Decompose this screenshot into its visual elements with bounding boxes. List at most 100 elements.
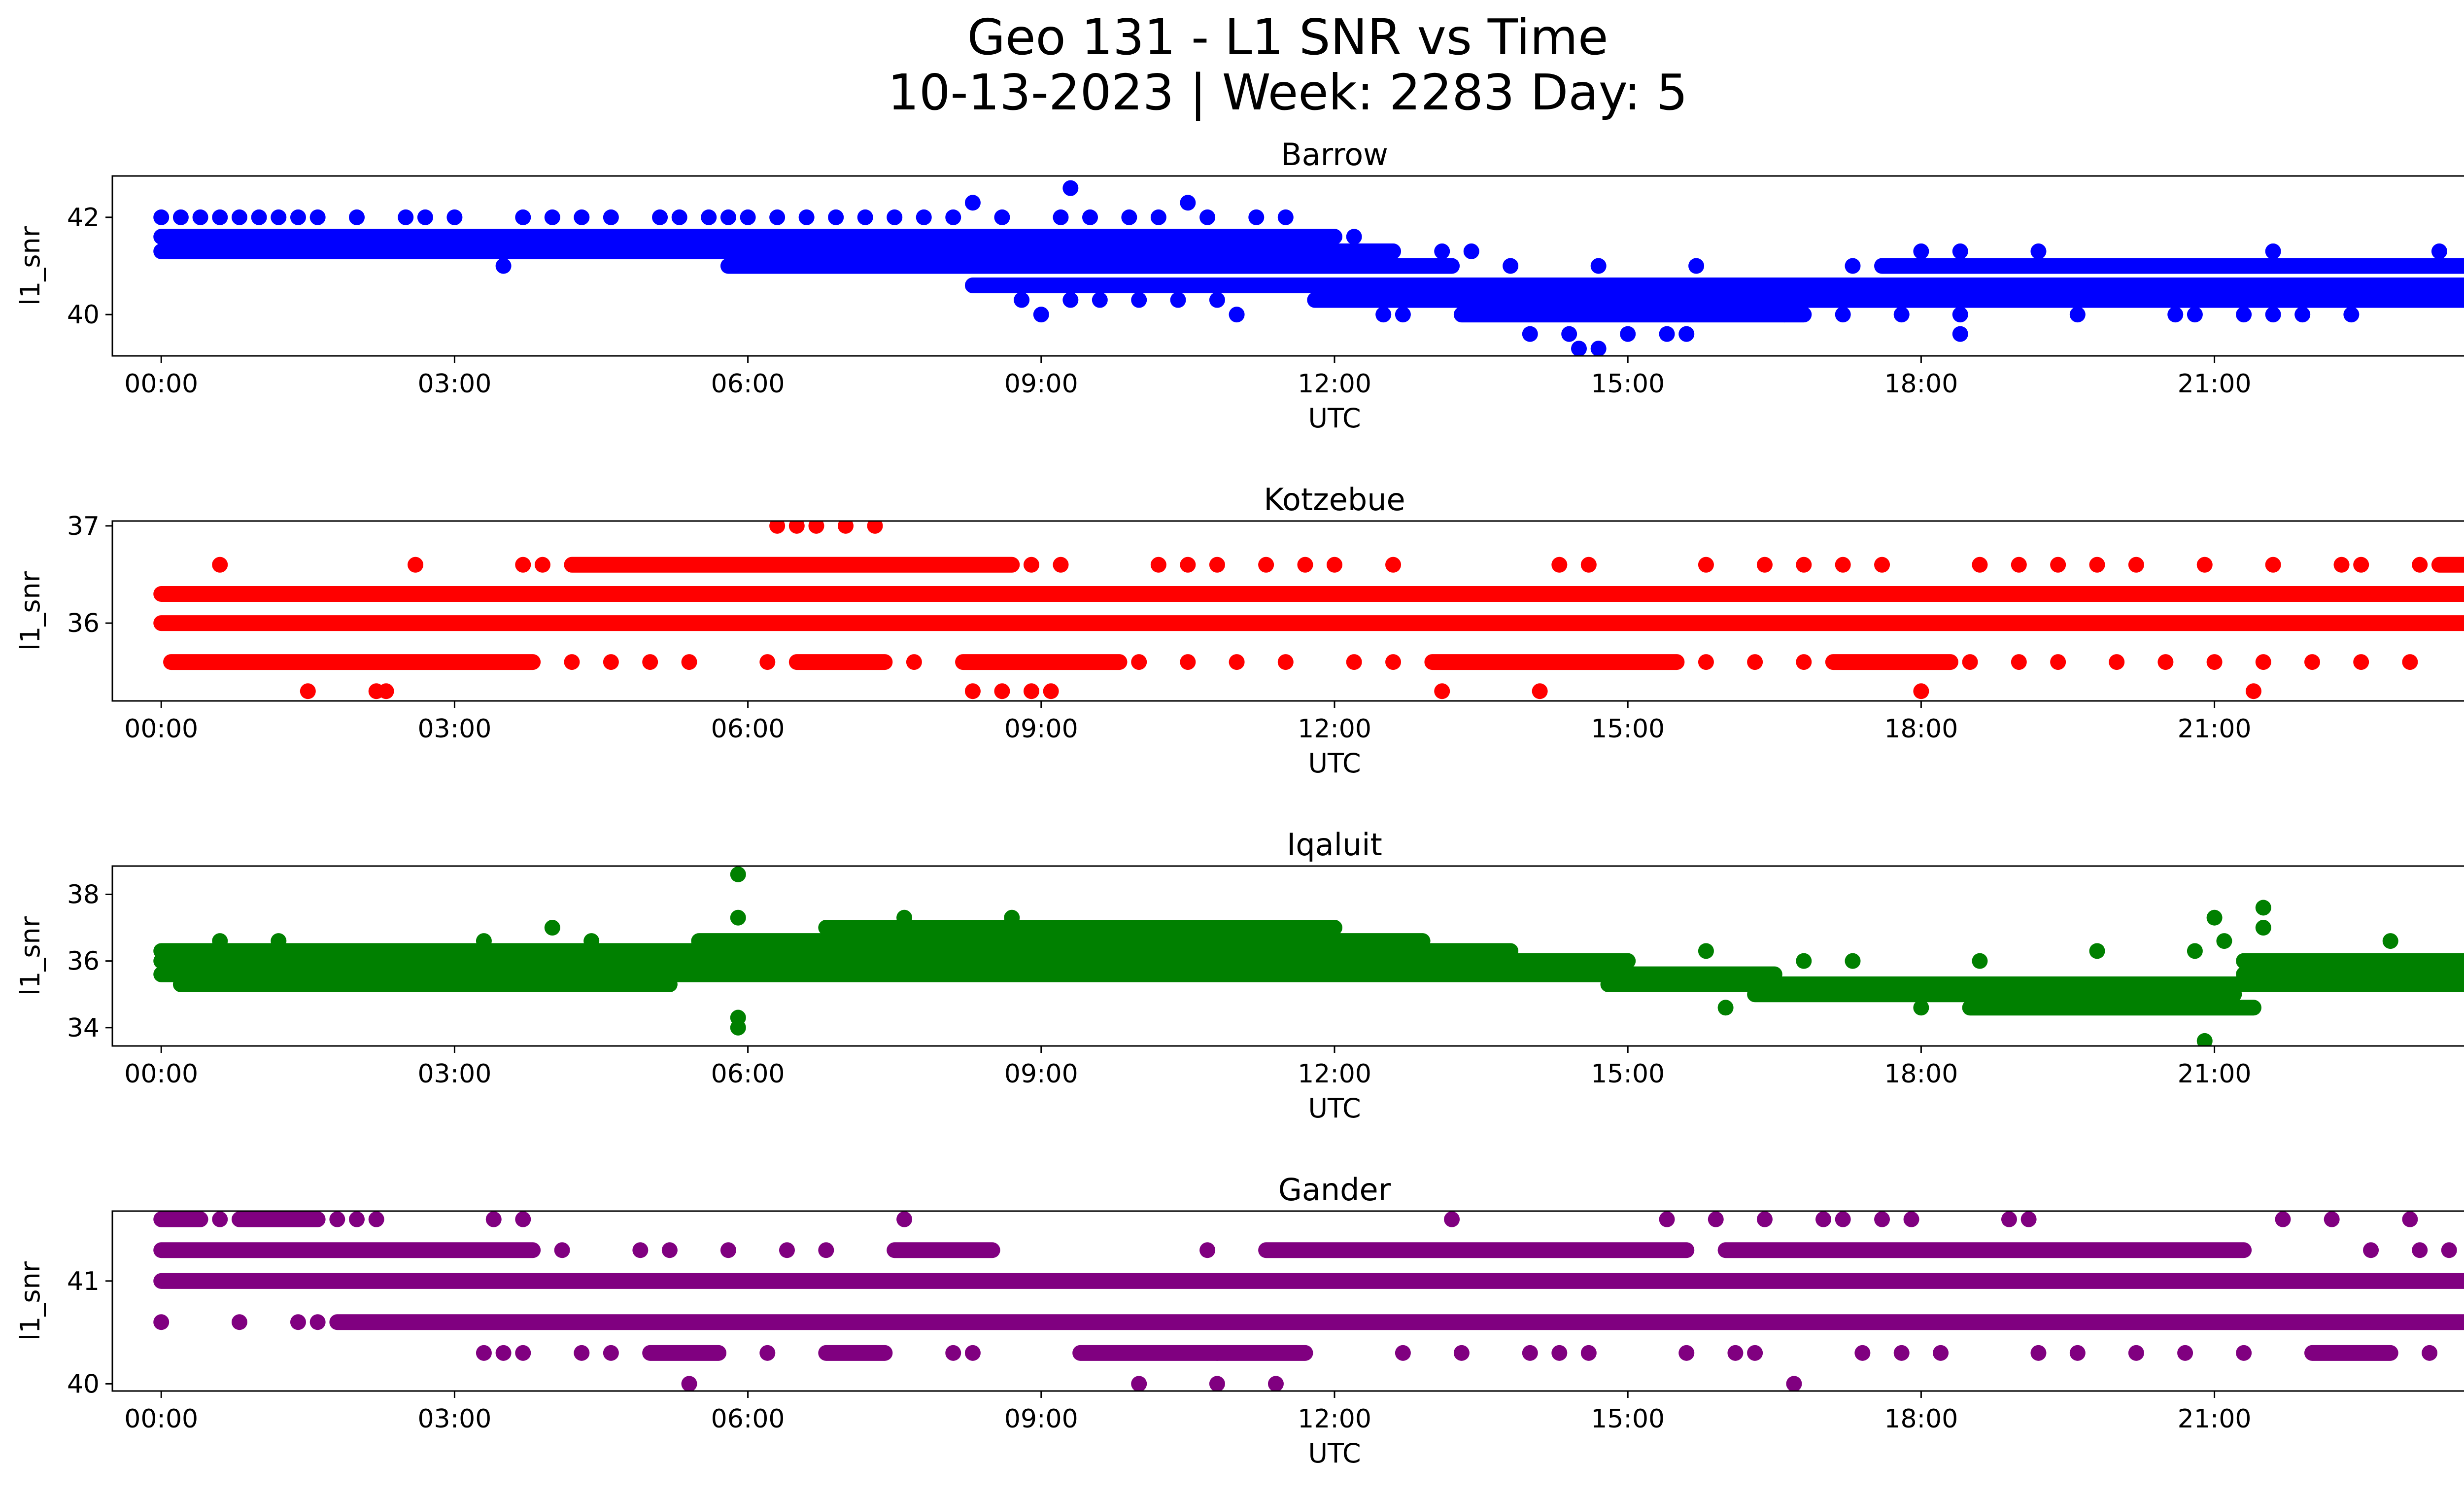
y-axis-label-kotzebue: l1_snr: [15, 571, 46, 651]
data-band-kotzebue-2: [163, 654, 541, 670]
data-point-kotzebue-68: [1434, 683, 1450, 699]
data-point-barrow-16: [603, 209, 619, 225]
x-tick-label-gander-2: 06:00: [711, 1404, 785, 1434]
data-point-kotzebue-18: [1835, 556, 1851, 573]
x-tick-label-kotzebue-5: 15:00: [1591, 714, 1665, 744]
data-point-gander-21: [2275, 1211, 2291, 1227]
data-point-barrow-43: [808, 258, 824, 274]
x-axis-label-kotzebue: UTC: [1308, 748, 1361, 779]
data-point-kotzebue-54: [2109, 654, 2125, 670]
data-point-gander-39: [574, 1345, 590, 1361]
data-point-gander-6: [349, 1211, 365, 1227]
data-band-gander-11: [153, 1211, 208, 1227]
data-point-iqaluit-24: [1972, 953, 1988, 969]
data-point-gander-63: [1209, 1376, 1225, 1391]
data-band-iqaluit-10: [2236, 966, 2464, 982]
data-point-barrow-30: [994, 209, 1010, 225]
data-point-kotzebue-47: [1385, 654, 1402, 670]
data-point-gander-7: [368, 1211, 384, 1227]
data-point-iqaluit-0: [730, 866, 746, 882]
data-point-gander-28: [720, 1242, 736, 1258]
data-point-iqaluit-20: [2382, 933, 2398, 949]
data-point-gander-10: [896, 1211, 913, 1227]
data-point-barrow-91: [2422, 292, 2438, 308]
data-point-barrow-70: [1395, 307, 1411, 323]
data-point-iqaluit-23: [1845, 953, 1861, 969]
data-band-kotzebue-1: [153, 586, 2464, 602]
data-point-kotzebue-29: [2412, 556, 2428, 573]
data-point-kotzebue-9: [1258, 556, 1274, 573]
data-point-barrow-71: [1522, 326, 1538, 342]
data-point-gander-16: [1835, 1211, 1851, 1227]
data-point-kotzebue-42: [1131, 654, 1147, 670]
data-point-iqaluit-15: [2255, 900, 2271, 916]
data-point-kotzebue-25: [2196, 556, 2213, 573]
data-point-barrow-24: [828, 209, 844, 225]
data-band-barrow-4: [964, 277, 1812, 293]
data-point-kotzebue-41: [906, 654, 922, 670]
data-point-barrow-35: [1150, 209, 1166, 225]
data-point-gander-43: [964, 1345, 981, 1361]
data-point-kotzebue-12: [1385, 556, 1402, 573]
data-point-gander-32: [2363, 1242, 2379, 1258]
data-point-barrow-29: [964, 195, 981, 211]
data-point-kotzebue-57: [2255, 654, 2271, 670]
data-point-gander-30: [818, 1242, 834, 1258]
data-point-barrow-19: [701, 209, 717, 225]
data-point-kotzebue-64: [964, 683, 981, 699]
data-point-kotzebue-34: [867, 521, 883, 534]
data-point-barrow-52: [1688, 258, 1705, 274]
x-tick-label-kotzebue-2: 06:00: [711, 714, 785, 744]
data-point-barrow-79: [1835, 307, 1851, 323]
data-point-iqaluit-22: [2187, 943, 2203, 959]
x-tick-label-barrow-1: 03:00: [417, 369, 491, 399]
data-point-barrow-72: [1561, 326, 1577, 342]
data-point-gander-58: [2177, 1345, 2193, 1361]
data-point-barrow-27: [916, 209, 932, 225]
data-point-barrow-14: [544, 209, 560, 225]
figure-title-line2: 10-13-2023 | Week: 2283 Day: 5: [888, 64, 1687, 121]
data-point-kotzebue-45: [1277, 654, 1294, 670]
data-point-gander-31: [1199, 1242, 1216, 1258]
data-point-kotzebue-37: [603, 654, 619, 670]
data-point-iqaluit-7: [476, 933, 492, 949]
data-point-barrow-58: [2431, 243, 2447, 259]
data-point-gander-60: [2422, 1345, 2438, 1361]
data-point-kotzebue-38: [642, 654, 658, 670]
data-point-iqaluit-6: [544, 920, 560, 936]
data-point-barrow-78: [1776, 307, 1792, 323]
data-point-barrow-7: [290, 209, 306, 225]
data-point-iqaluit-5: [1004, 909, 1020, 926]
data-point-kotzebue-30: [769, 521, 786, 534]
data-point-kotzebue-52: [2011, 654, 2027, 670]
data-point-gander-20: [2020, 1211, 2037, 1227]
data-point-barrow-61: [1014, 292, 1030, 308]
data-point-barrow-38: [1248, 209, 1265, 225]
data-point-iqaluit-16: [2255, 920, 2271, 936]
data-point-barrow-87: [2265, 307, 2281, 323]
x-tick-label-kotzebue-4: 12:00: [1298, 714, 1371, 744]
data-band-gander-10: [2304, 1345, 2398, 1361]
x-tick-label-gander-7: 21:00: [2178, 1404, 2252, 1434]
data-point-gander-27: [661, 1242, 678, 1258]
data-point-kotzebue-16: [1756, 556, 1773, 573]
data-point-kotzebue-27: [2333, 556, 2350, 573]
data-point-kotzebue-1: [408, 556, 424, 573]
data-point-gander-29: [779, 1242, 795, 1258]
data-point-kotzebue-70: [1913, 683, 1929, 699]
data-point-gander-17: [1874, 1211, 1890, 1227]
data-point-barrow-48: [1434, 243, 1450, 259]
subplot-barrow: Barrow 00:00 03:00 06:00 09:00 12:00 15:00 18:0…: [15, 137, 2464, 434]
y-tick-label-iqaluit-2: 38: [67, 880, 100, 909]
data-point-gander-8: [485, 1211, 502, 1227]
data-point-kotzebue-59: [2353, 654, 2369, 670]
data-band-barrow-2: [182, 229, 1343, 245]
data-point-barrow-84: [2167, 307, 2184, 323]
data-point-barrow-3: [212, 209, 228, 225]
data-point-gander-61: [681, 1376, 697, 1391]
data-point-gander-41: [759, 1345, 776, 1361]
data-band-iqaluit-4: [818, 920, 1342, 936]
data-point-gander-25: [554, 1242, 570, 1258]
data-point-barrow-64: [1092, 292, 1108, 308]
data-point-kotzebue-11: [1327, 556, 1342, 573]
